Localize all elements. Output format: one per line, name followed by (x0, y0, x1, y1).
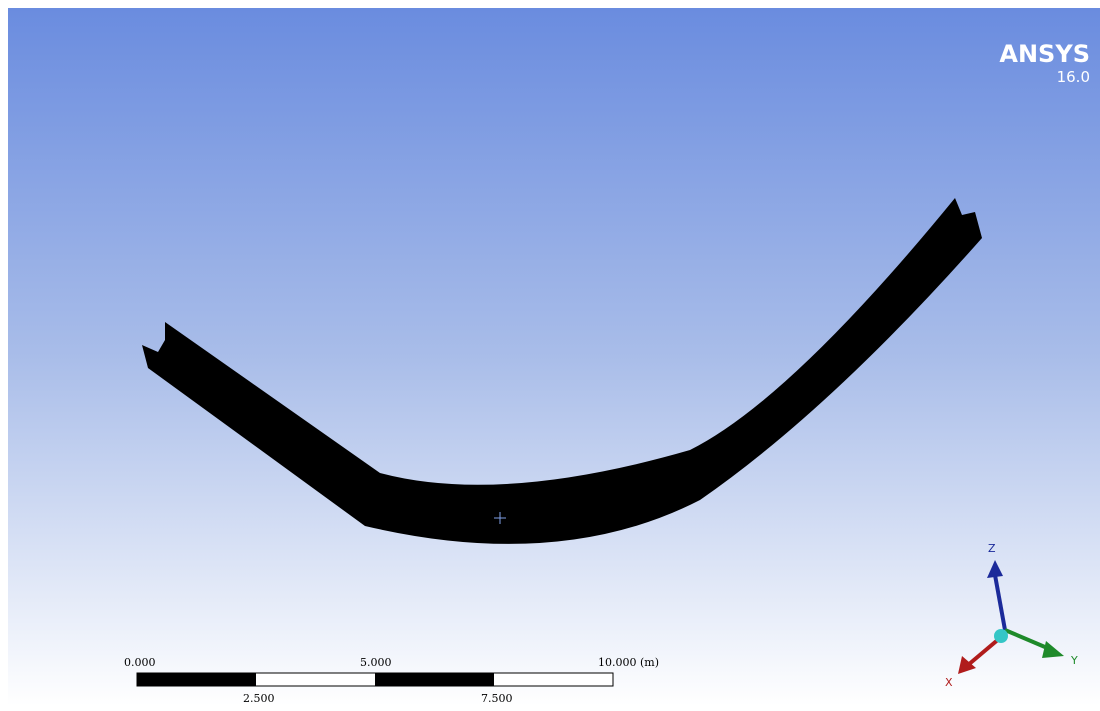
logo-brand: ANSYS (999, 40, 1090, 68)
page: ANSYS 16.0 0.000 5.000 10.000 (m) 2.500 … (0, 0, 1100, 711)
axis-label: Z (988, 542, 996, 555)
scale-label: 10.000 (m) (598, 656, 659, 669)
scale-label: 7.500 (481, 692, 513, 705)
scale-label: 0.000 (124, 656, 156, 669)
logo-version: 16.0 (1057, 68, 1090, 86)
axis-label: X (945, 676, 953, 689)
axis-label: Y (1070, 654, 1078, 667)
scale-label: 2.500 (243, 692, 275, 705)
viewport: ANSYS 16.0 0.000 5.000 10.000 (m) 2.500 … (0, 0, 1100, 711)
scale-label: 5.000 (360, 656, 392, 669)
